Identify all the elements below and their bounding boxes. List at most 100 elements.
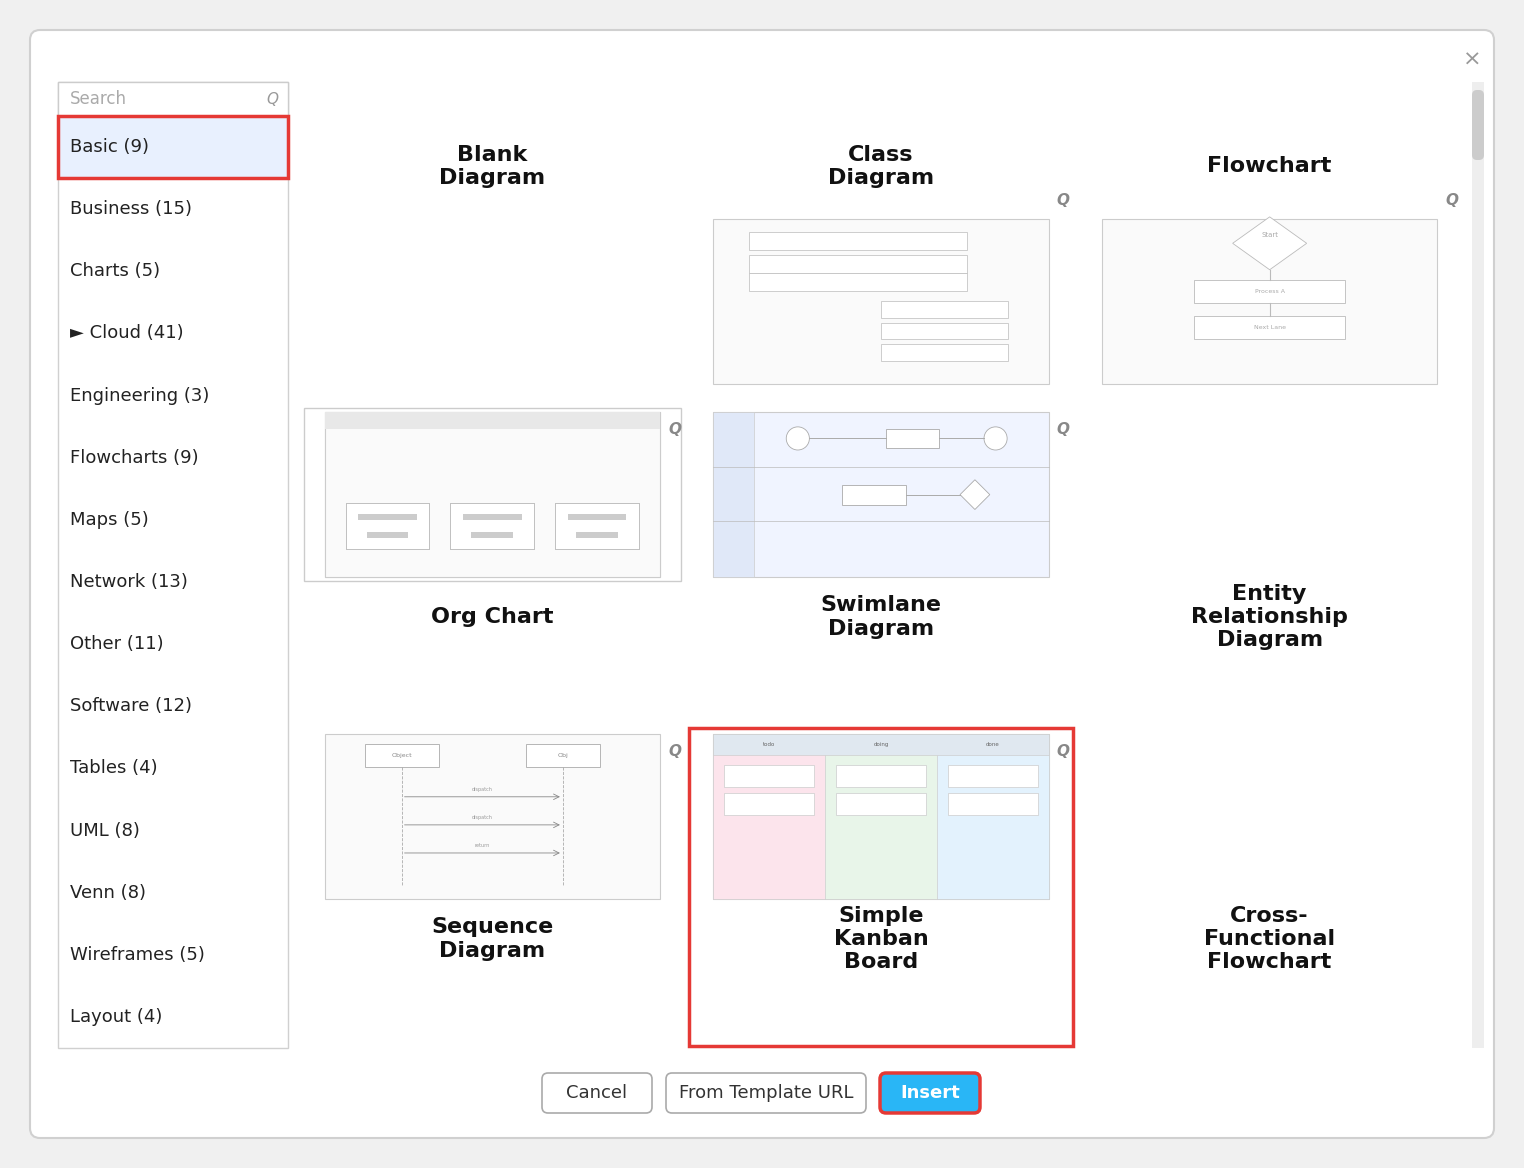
Bar <box>358 514 418 520</box>
Bar <box>724 765 814 787</box>
Text: Simple
Kanban
Board: Simple Kanban Board <box>834 906 928 972</box>
Bar <box>58 82 288 116</box>
Bar <box>471 533 514 537</box>
Text: Entity
Relationship
Diagram: Entity Relationship Diagram <box>1192 584 1349 651</box>
Text: done: done <box>986 742 1000 748</box>
Bar <box>713 734 1049 899</box>
Text: Q: Q <box>1056 744 1070 759</box>
Bar <box>887 429 939 449</box>
Bar <box>58 82 288 1048</box>
Bar <box>748 255 966 273</box>
Bar <box>837 793 925 815</box>
Bar <box>881 322 1009 339</box>
Text: Tables (4): Tables (4) <box>70 759 157 778</box>
Bar <box>555 503 639 549</box>
Text: Obj: Obj <box>558 753 568 758</box>
Bar <box>1472 82 1484 1048</box>
FancyBboxPatch shape <box>30 30 1494 1138</box>
Bar <box>303 408 681 582</box>
Bar <box>724 793 814 815</box>
Bar <box>358 514 418 520</box>
Text: Org Chart: Org Chart <box>431 607 553 627</box>
Text: Software (12): Software (12) <box>70 697 192 715</box>
Text: Business (15): Business (15) <box>70 200 192 218</box>
Text: Insert: Insert <box>901 1084 960 1101</box>
Bar <box>58 116 288 179</box>
Bar <box>713 412 753 577</box>
Text: Maps (5): Maps (5) <box>70 510 149 529</box>
Text: Q: Q <box>668 744 681 759</box>
Bar <box>1195 317 1346 339</box>
Bar <box>689 728 1073 1047</box>
Text: dispatch: dispatch <box>472 787 492 792</box>
Text: Cancel: Cancel <box>567 1084 628 1101</box>
Text: UML (8): UML (8) <box>70 821 140 840</box>
Text: Layout (4): Layout (4) <box>70 1008 163 1026</box>
Text: Basic (9): Basic (9) <box>70 138 149 157</box>
Text: Process A: Process A <box>1254 288 1285 293</box>
Bar <box>937 756 1049 899</box>
Bar <box>471 533 514 537</box>
Bar <box>555 503 639 549</box>
Bar <box>463 514 521 520</box>
Bar <box>843 485 905 505</box>
Bar <box>346 503 430 549</box>
Text: Search: Search <box>70 90 126 107</box>
Text: Swimlane
Diagram: Swimlane Diagram <box>820 596 942 639</box>
Bar <box>1195 279 1346 303</box>
Bar <box>713 412 1049 577</box>
Bar <box>1102 218 1437 384</box>
Bar <box>576 533 619 537</box>
Bar <box>824 756 937 899</box>
Bar <box>713 218 1049 384</box>
Bar <box>364 744 439 767</box>
Text: Cross-
Functional
Flowchart: Cross- Functional Flowchart <box>1204 906 1335 972</box>
Text: Q: Q <box>1445 193 1458 208</box>
Text: Venn (8): Venn (8) <box>70 884 146 902</box>
Text: Next Lane: Next Lane <box>1254 325 1286 331</box>
Circle shape <box>786 426 809 450</box>
Text: Class
Diagram: Class Diagram <box>828 145 934 188</box>
Text: Sequence
Diagram: Sequence Diagram <box>431 917 553 960</box>
Bar <box>713 756 824 899</box>
Text: From Template URL: From Template URL <box>678 1084 853 1101</box>
Text: Q: Q <box>267 91 277 106</box>
Text: Q: Q <box>668 423 681 438</box>
Text: dispatch: dispatch <box>472 815 492 820</box>
Bar <box>325 734 660 899</box>
Bar <box>346 503 430 549</box>
Text: return: return <box>474 843 489 848</box>
Circle shape <box>985 426 1007 450</box>
Bar <box>451 503 535 549</box>
Bar <box>748 231 966 250</box>
Bar <box>367 533 408 537</box>
Bar <box>325 412 660 577</box>
Bar <box>325 412 660 429</box>
Text: Flowcharts (9): Flowcharts (9) <box>70 449 198 467</box>
Polygon shape <box>1233 217 1306 270</box>
Text: Network (13): Network (13) <box>70 573 187 591</box>
Polygon shape <box>960 480 989 509</box>
Bar <box>463 514 521 520</box>
Bar <box>881 345 1009 361</box>
Bar <box>881 301 1009 318</box>
Bar <box>568 514 626 520</box>
Bar <box>948 793 1038 815</box>
FancyBboxPatch shape <box>1472 90 1484 160</box>
Text: Flowchart: Flowchart <box>1207 157 1332 176</box>
FancyBboxPatch shape <box>543 1073 652 1113</box>
FancyBboxPatch shape <box>666 1073 866 1113</box>
Bar <box>325 412 660 577</box>
FancyBboxPatch shape <box>879 1073 980 1113</box>
Text: Start: Start <box>1262 232 1279 238</box>
Text: todo: todo <box>764 742 776 748</box>
Bar <box>948 765 1038 787</box>
Bar <box>713 734 1049 756</box>
Bar <box>568 514 626 520</box>
Bar <box>526 744 599 767</box>
Bar <box>837 765 925 787</box>
Bar <box>325 412 660 429</box>
Text: Q: Q <box>1056 423 1070 438</box>
Text: Q: Q <box>1056 193 1070 208</box>
Text: Wireframes (5): Wireframes (5) <box>70 946 204 964</box>
